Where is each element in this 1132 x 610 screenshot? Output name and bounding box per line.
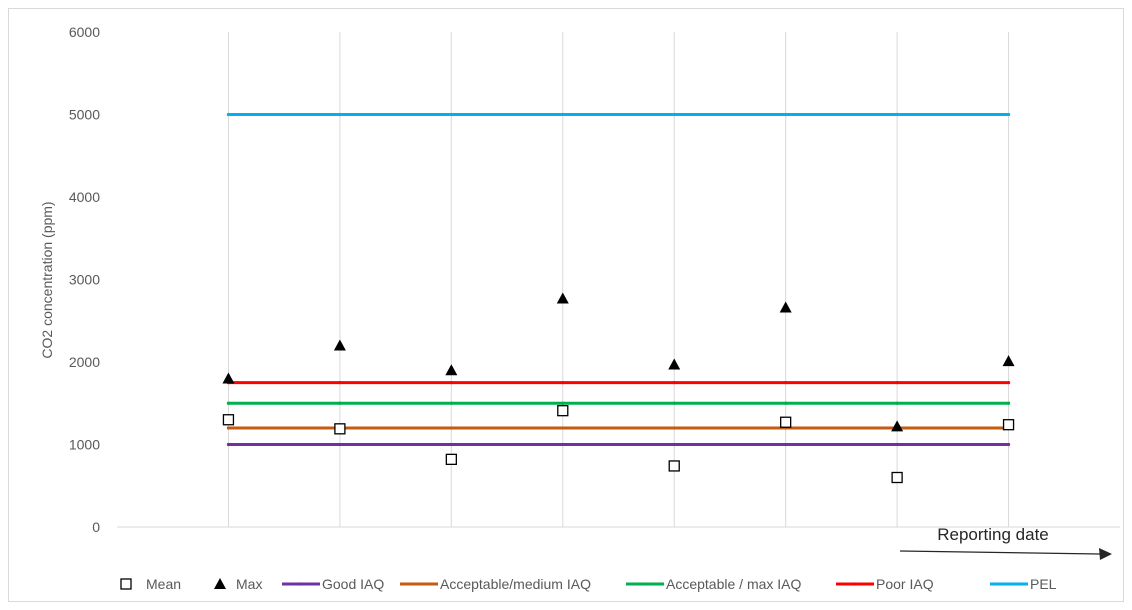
line-point <box>226 442 231 447</box>
y-tick-label: 5000 <box>69 107 100 123</box>
legend-triangle-icon <box>214 578 226 589</box>
y-tick-label: 4000 <box>69 189 100 205</box>
line-point <box>784 112 788 117</box>
line-point <box>449 442 453 447</box>
legend-label: Poor IAQ <box>876 576 934 592</box>
y-tick-label: 6000 <box>69 24 100 40</box>
y-tick-label: 1000 <box>69 437 100 453</box>
y-tick-label: 0 <box>92 519 100 535</box>
line-point <box>672 442 676 447</box>
legend-line-point <box>1007 582 1011 586</box>
line-point <box>226 401 231 405</box>
legend-label: Mean <box>146 576 181 592</box>
line-point <box>672 381 676 385</box>
legend-line-point <box>853 582 857 586</box>
line-point <box>338 381 342 385</box>
legend-item: Max <box>214 576 262 592</box>
line-point <box>1006 381 1011 385</box>
mean-marker <box>334 423 346 435</box>
line-point <box>561 381 565 385</box>
line-point <box>226 426 231 430</box>
line-point <box>1006 401 1011 405</box>
max-marker <box>779 301 792 313</box>
legend-item: Acceptable / max IAQ <box>626 576 802 592</box>
series-line-poor-iaq <box>226 381 1011 385</box>
mean-marker <box>445 453 457 466</box>
max-marker <box>1002 355 1015 367</box>
max-marker <box>222 372 235 384</box>
line-point <box>226 112 231 117</box>
line-point <box>449 401 453 405</box>
legend-item: Good IAQ <box>282 576 384 592</box>
reference-lines <box>226 112 1011 447</box>
legend-line-point <box>299 582 303 586</box>
data-markers <box>222 292 1015 484</box>
max-marker <box>333 339 346 351</box>
line-point <box>561 426 565 430</box>
reporting-date-arrow <box>899 548 1112 560</box>
legend-line-point <box>417 582 421 586</box>
legend-item: Mean <box>120 576 181 592</box>
line-point <box>784 401 788 405</box>
max-marker <box>891 420 904 432</box>
line-point <box>449 426 453 430</box>
series-line-pel <box>226 112 1011 117</box>
legend-label: Acceptable/medium IAQ <box>440 576 591 592</box>
line-point <box>338 112 342 117</box>
mean-marker <box>557 405 569 417</box>
legend-item: Acceptable/medium IAQ <box>400 576 591 592</box>
line-point <box>895 401 899 405</box>
legend-label: Acceptable / max IAQ <box>666 576 802 592</box>
y-tick-labels: 0 1000 2000 3000 4000 5000 6000 <box>69 24 100 535</box>
mean-marker <box>891 471 903 484</box>
y-tick-label: 3000 <box>69 272 100 288</box>
line-point <box>338 442 342 447</box>
line-point <box>1006 442 1011 447</box>
line-point <box>338 401 342 405</box>
reporting-date-label: Reporting date <box>937 525 1049 544</box>
gridlines <box>117 32 1120 528</box>
legend-label: PEL <box>1030 576 1057 592</box>
y-axis-title: CO2 concentration (ppm) <box>39 201 55 358</box>
max-marker <box>556 292 569 304</box>
legend-line-point <box>643 582 647 586</box>
mean-marker <box>780 416 792 428</box>
line-point <box>895 381 899 385</box>
y-tick-label: 2000 <box>69 354 100 370</box>
legend: Mean Max Good IAQ Acceptable/medium IAQ Acce… <box>120 576 1057 592</box>
mean-marker <box>222 414 235 426</box>
max-marker <box>445 364 458 376</box>
line-point <box>672 112 676 117</box>
max-marker <box>668 358 681 370</box>
line-point <box>449 112 453 117</box>
legend-square-icon <box>120 578 132 590</box>
line-point <box>784 381 788 385</box>
mean-marker <box>1002 419 1015 431</box>
series-line-acceptable-max-iaq <box>226 401 1011 405</box>
legend-label: Good IAQ <box>322 576 384 592</box>
line-point <box>561 401 565 405</box>
legend-item: PEL <box>990 576 1057 592</box>
series-line-good-iaq <box>226 442 1011 447</box>
line-point <box>895 112 899 117</box>
line-point <box>561 112 565 117</box>
legend-label: Max <box>236 576 262 592</box>
line-point <box>561 442 565 447</box>
line-point <box>449 381 453 385</box>
legend-item: Poor IAQ <box>836 576 934 592</box>
line-point <box>672 426 676 430</box>
line-point <box>672 401 676 405</box>
line-point <box>784 442 788 447</box>
mean-marker <box>668 460 680 472</box>
chart-frame <box>8 8 1124 602</box>
line-point <box>895 442 899 447</box>
line-point <box>1006 112 1011 117</box>
